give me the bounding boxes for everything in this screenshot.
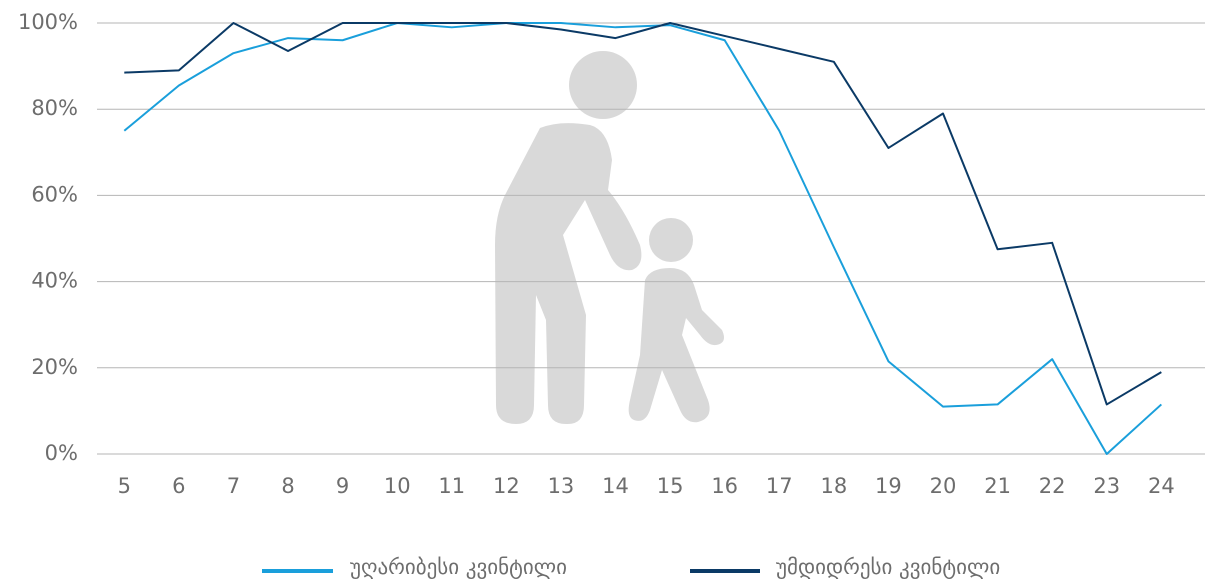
y-tick-label: 40%	[31, 269, 78, 293]
series-line	[123, 22, 1163, 455]
x-tick-label: 9	[336, 474, 349, 498]
x-tick-label: 8	[281, 474, 294, 498]
silhouette-icon	[495, 51, 724, 425]
x-tick-label: 5	[118, 474, 131, 498]
x-tick-label: 24	[1148, 474, 1175, 498]
x-tick-label: 13	[548, 474, 575, 498]
x-tick-label: 20	[930, 474, 957, 498]
y-tick-label: 60%	[31, 182, 78, 206]
x-tick-label: 15	[657, 474, 684, 498]
x-tick-label: 10	[384, 474, 411, 498]
x-tick-label: 14	[602, 474, 629, 498]
x-tick-label: 12	[493, 474, 520, 498]
legend-label: უმდიდრესი კვინტილი	[776, 555, 1000, 579]
x-tick-label: 17	[766, 474, 793, 498]
series-line	[124, 22, 1162, 406]
legend-label: უღარიბესი კვინტილი	[350, 555, 567, 579]
x-tick-label: 23	[1093, 474, 1120, 498]
x-tick-label: 18	[820, 474, 847, 498]
x-tick-label: 22	[1039, 474, 1066, 498]
x-tick-label: 11	[438, 474, 465, 498]
y-tick-label: 80%	[31, 96, 78, 120]
y-tick-label: 100%	[18, 10, 78, 34]
x-tick-label: 16	[711, 474, 738, 498]
x-tick-label: 6	[172, 474, 185, 498]
x-tick-label: 19	[875, 474, 902, 498]
y-tick-label: 0%	[45, 441, 78, 465]
x-tick-label: 21	[984, 474, 1011, 498]
y-tick-label: 20%	[31, 355, 78, 379]
x-tick-label: 7	[227, 474, 240, 498]
